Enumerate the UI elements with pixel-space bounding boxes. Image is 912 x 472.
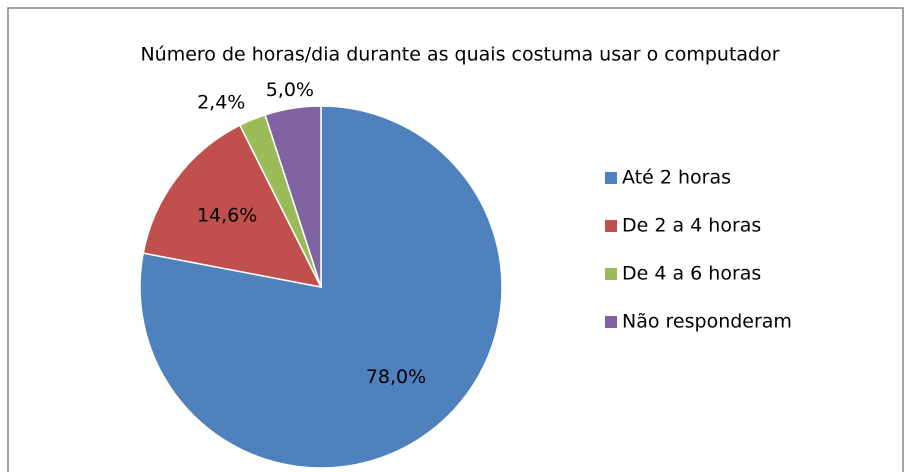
data-label: 14,6% — [197, 205, 257, 227]
legend-swatch — [605, 220, 617, 232]
pie-slice — [139, 105, 503, 469]
pie-slice — [264, 105, 322, 288]
legend-label: Até 2 horas — [622, 167, 731, 189]
pie-slice — [142, 124, 323, 289]
legend-swatch — [605, 172, 617, 184]
legend-label: De 4 a 6 horas — [622, 263, 761, 285]
data-label: 5,0% — [266, 79, 314, 101]
data-label: 78,0% — [366, 366, 426, 388]
legend-label: Não responderam — [622, 311, 792, 333]
legend-swatch — [605, 268, 617, 280]
legend-label: De 2 a 4 horas — [622, 215, 761, 237]
legend-swatch — [605, 316, 617, 328]
chart-title: Número de horas/dia durante as quais cos… — [140, 44, 779, 66]
data-label: 2,4% — [197, 91, 245, 113]
